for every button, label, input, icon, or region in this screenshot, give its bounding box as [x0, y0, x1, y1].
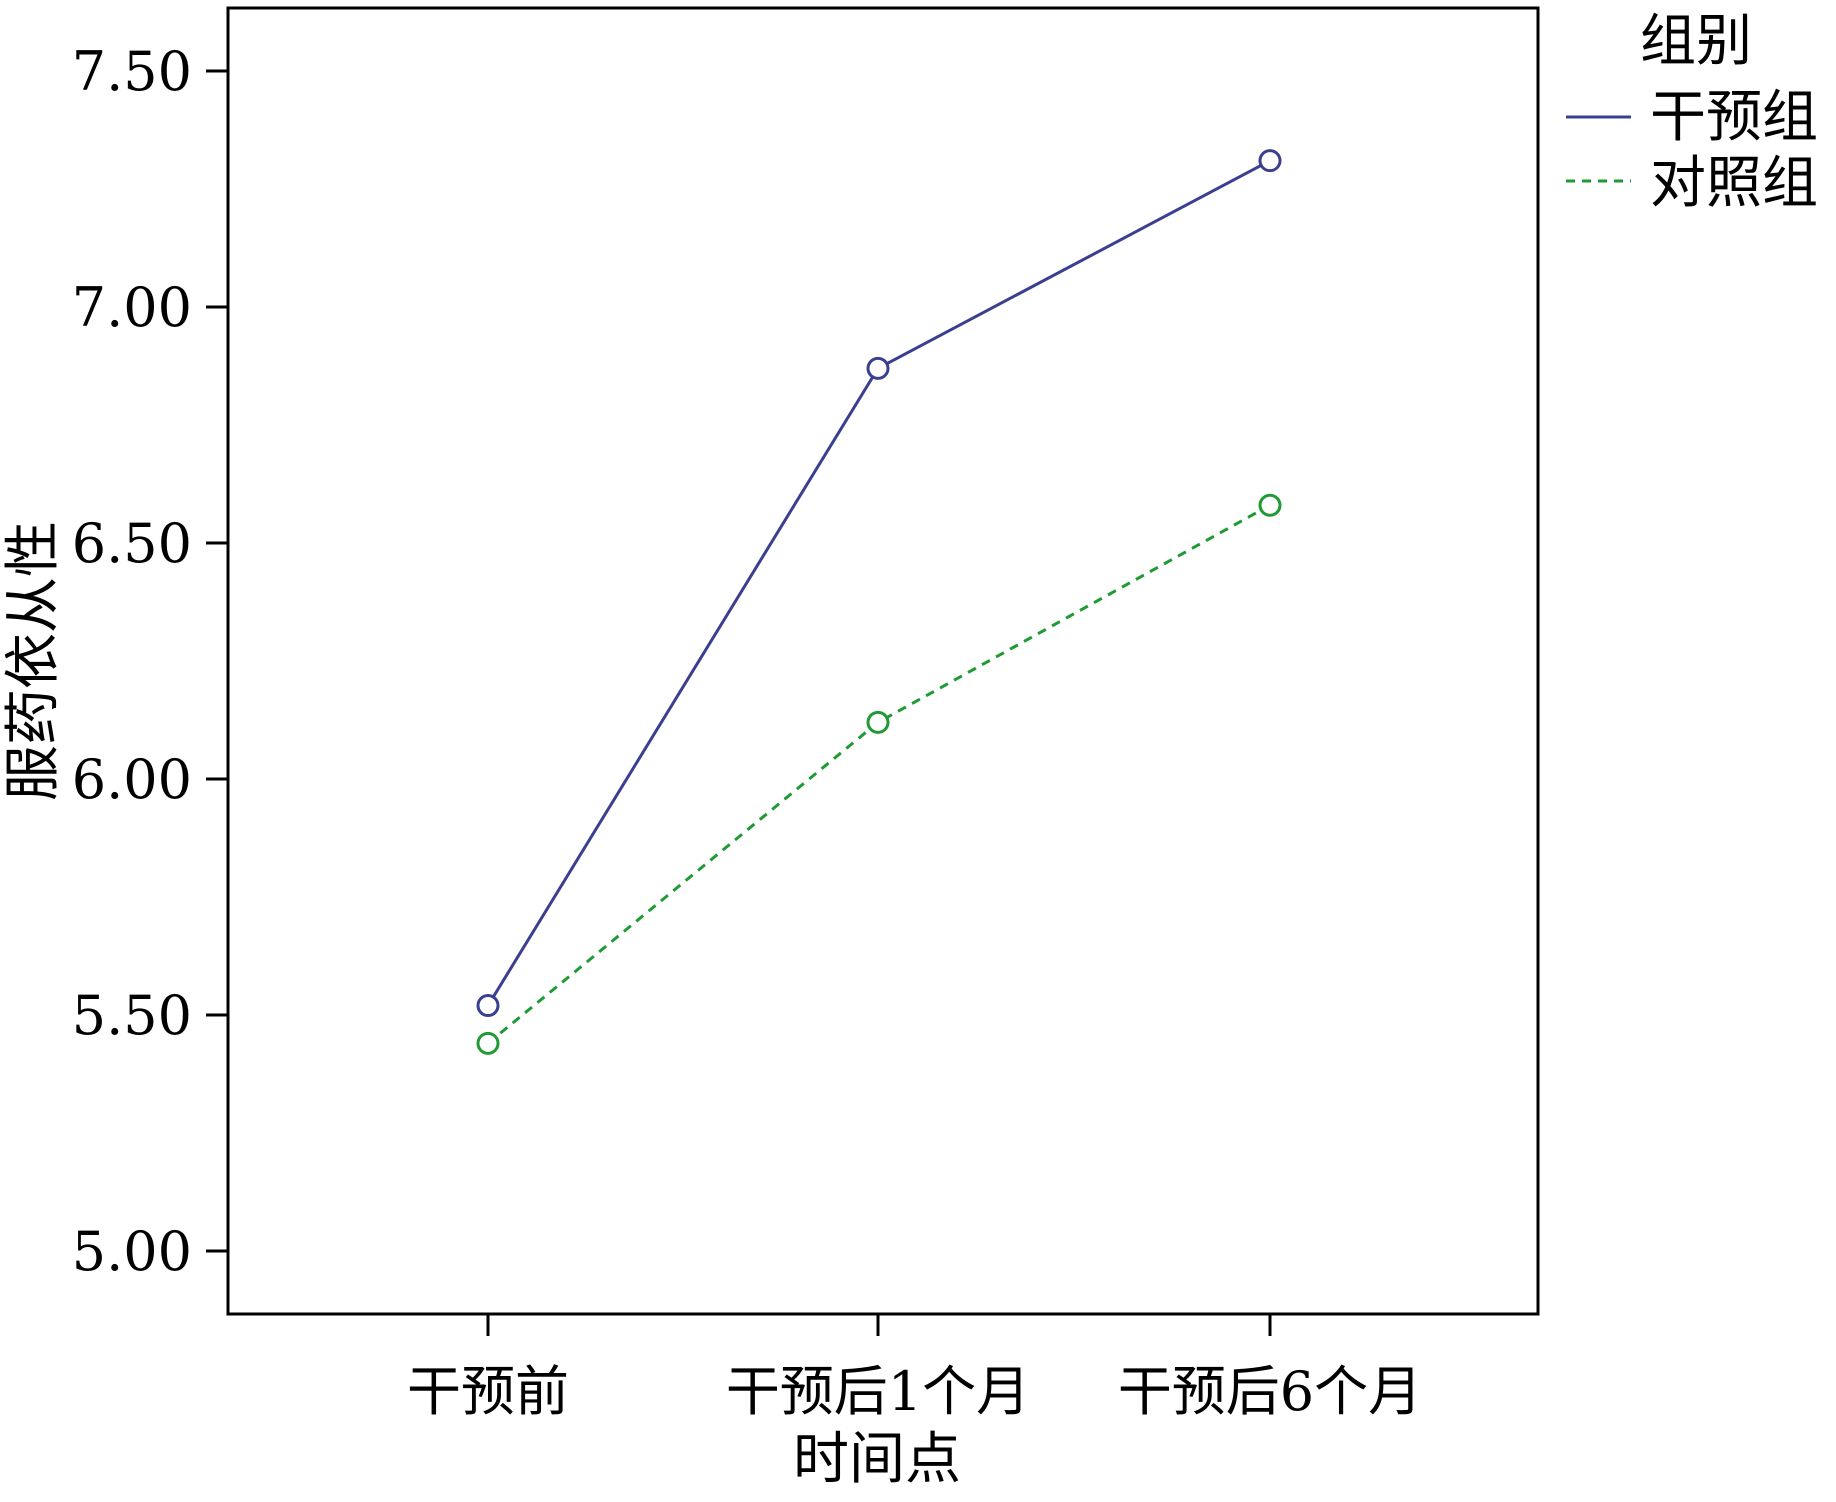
y-tick-label: 5.50 — [72, 984, 192, 1047]
y-axis-label: 服药依从性 — [1, 521, 66, 801]
legend: 组别 干预组 对照组 — [1566, 9, 1818, 216]
y-tick-label: 6.50 — [72, 512, 192, 575]
legend-label-intervention: 干预组 — [1650, 85, 1818, 150]
y-axis: 5.00 5.50 6.00 6.50 7.00 7.50 — [72, 40, 228, 1283]
series-line-1 — [487, 503, 1271, 1045]
x-tick-label: 干预后6个月 — [1118, 1360, 1422, 1423]
y-tick-label: 6.00 — [72, 748, 192, 811]
plot-frame — [226, 6, 1540, 1316]
y-tick-label: 5.00 — [72, 1220, 192, 1283]
x-tick-label: 干预后1个月 — [726, 1360, 1030, 1423]
data-point-s0-2 — [1258, 149, 1282, 173]
data-point-s0-1 — [866, 356, 890, 380]
x-tick-label: 干预前 — [407, 1360, 569, 1423]
series-line-0 — [486, 159, 1271, 1007]
y-tick-label: 7.00 — [72, 276, 192, 339]
data-point-s1-0 — [476, 1031, 500, 1055]
series-layer — [476, 149, 1282, 1055]
data-point-s1-1 — [866, 710, 890, 734]
x-axis: 干预前 干预后1个月 干预后6个月 — [407, 1314, 1422, 1423]
data-point-s1-2 — [1258, 493, 1282, 517]
y-tick-label: 7.50 — [72, 40, 192, 103]
data-point-s0-0 — [476, 994, 500, 1018]
legend-title: 组别 — [1640, 9, 1752, 74]
x-axis-label: 时间点 — [793, 1427, 961, 1492]
legend-label-control: 对照组 — [1650, 151, 1818, 216]
